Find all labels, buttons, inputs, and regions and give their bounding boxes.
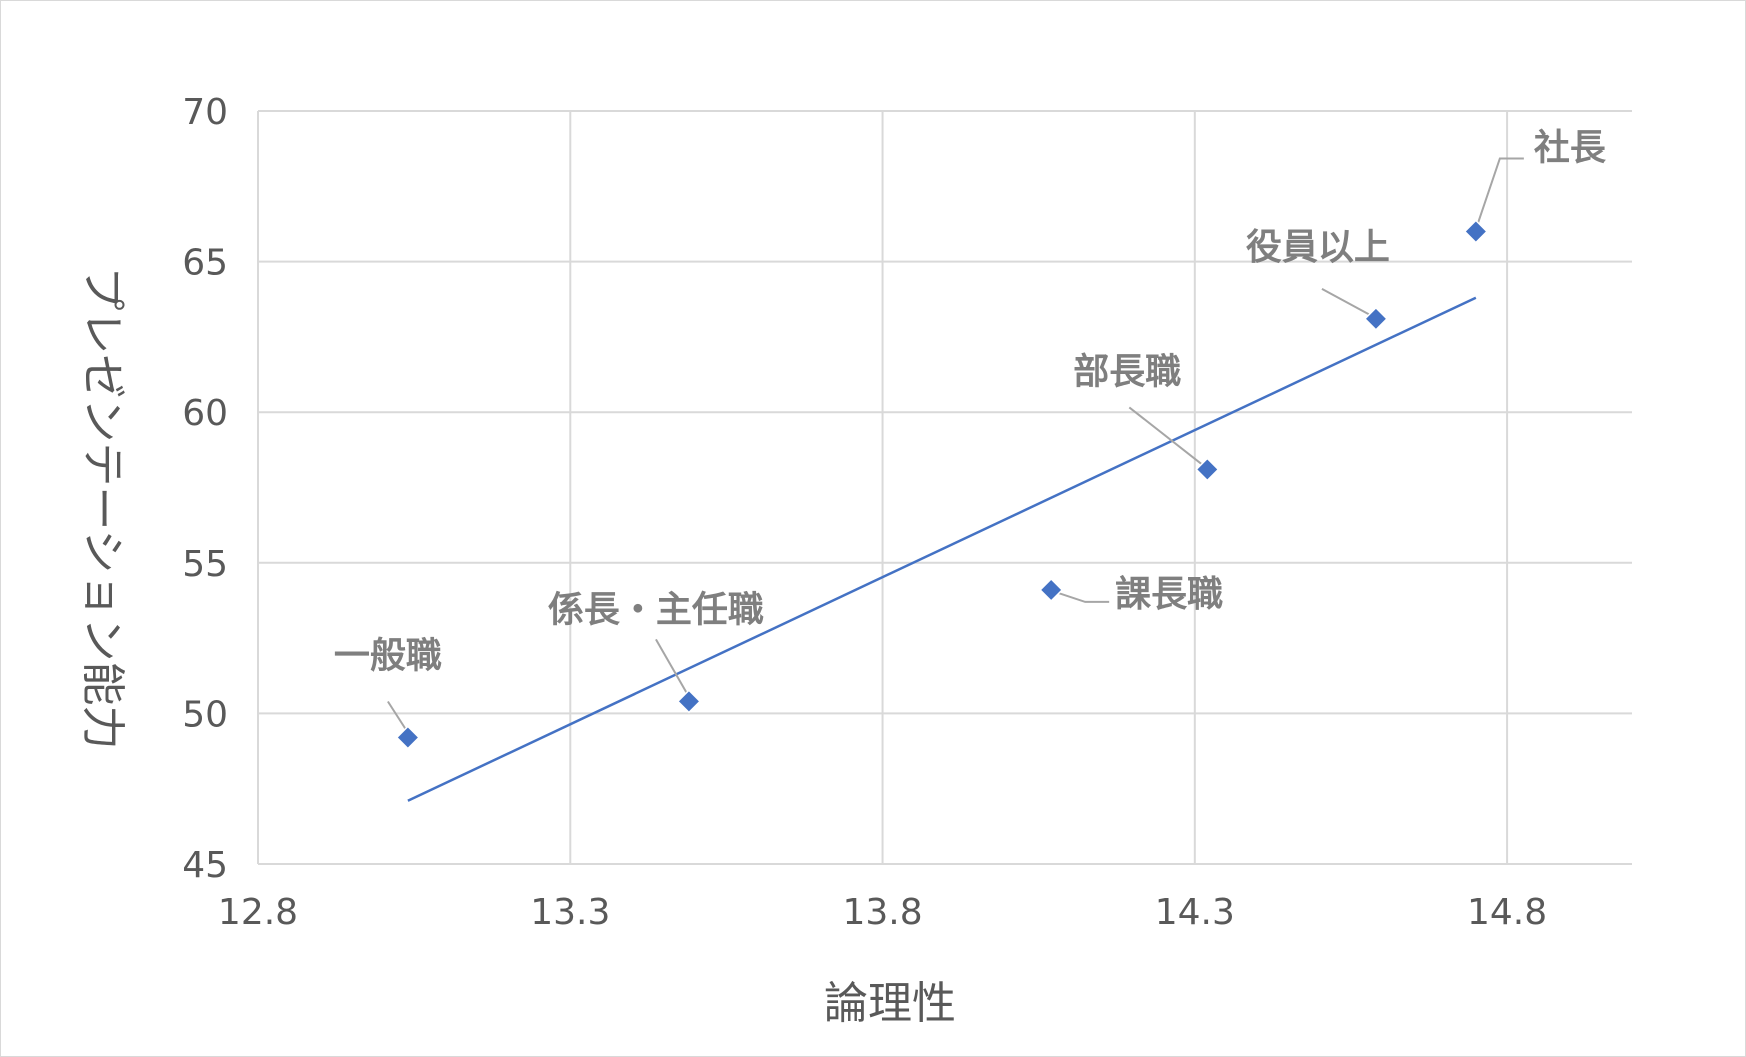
data-points [395, 219, 1488, 750]
data-label: 社長 [1534, 127, 1607, 168]
data-label: 課長職 [1115, 574, 1223, 615]
axes [257, 111, 1632, 865]
x-tick-label: 13.8 [842, 892, 922, 933]
data-point [1363, 306, 1388, 331]
data-point [395, 725, 420, 750]
data-label: 部長職 [1073, 351, 1181, 392]
y-tick-label: 50 [182, 694, 228, 735]
y-tick-label: 65 [182, 243, 228, 284]
leader-line [655, 638, 688, 694]
data-point [1039, 577, 1064, 602]
leader-line [387, 700, 407, 731]
x-tick-label: 12.8 [218, 892, 298, 933]
data-label: 役員以上 [1246, 227, 1390, 268]
gridlines [258, 110, 1632, 864]
y-tick-label: 60 [182, 393, 228, 434]
y-tick-label: 70 [182, 92, 228, 133]
y-tick-labels: 45 50 55 60 65 70 [182, 92, 228, 886]
leader-line [1054, 590, 1110, 603]
data-point [1463, 219, 1488, 244]
y-axis-title: プレゼンテーション能力 [77, 266, 128, 749]
y-tick-label: 45 [182, 845, 228, 886]
y-tick-label: 55 [182, 544, 228, 585]
data-labels: 一般職 係長・主任職 課長職 部長職 役員以上 社長 [334, 127, 1607, 676]
leader-line [1476, 157, 1524, 224]
leader-line [1321, 287, 1371, 316]
x-tick-label: 14.3 [1155, 892, 1235, 933]
x-tick-labels: 12.8 13.3 13.8 14.3 14.8 [218, 892, 1547, 933]
x-tick-label: 14.8 [1467, 892, 1547, 933]
leader-line [1128, 406, 1204, 467]
data-label: 一般職 [334, 635, 442, 676]
trendline [407, 296, 1477, 802]
data-point [676, 689, 701, 714]
x-tick-label: 13.3 [530, 892, 610, 933]
data-point [1195, 457, 1220, 482]
data-label: 係長・主任職 [548, 589, 764, 630]
trendline-layer [407, 296, 1477, 802]
x-axis-title: 論理性 [824, 978, 956, 1029]
leader-lines [387, 157, 1524, 731]
